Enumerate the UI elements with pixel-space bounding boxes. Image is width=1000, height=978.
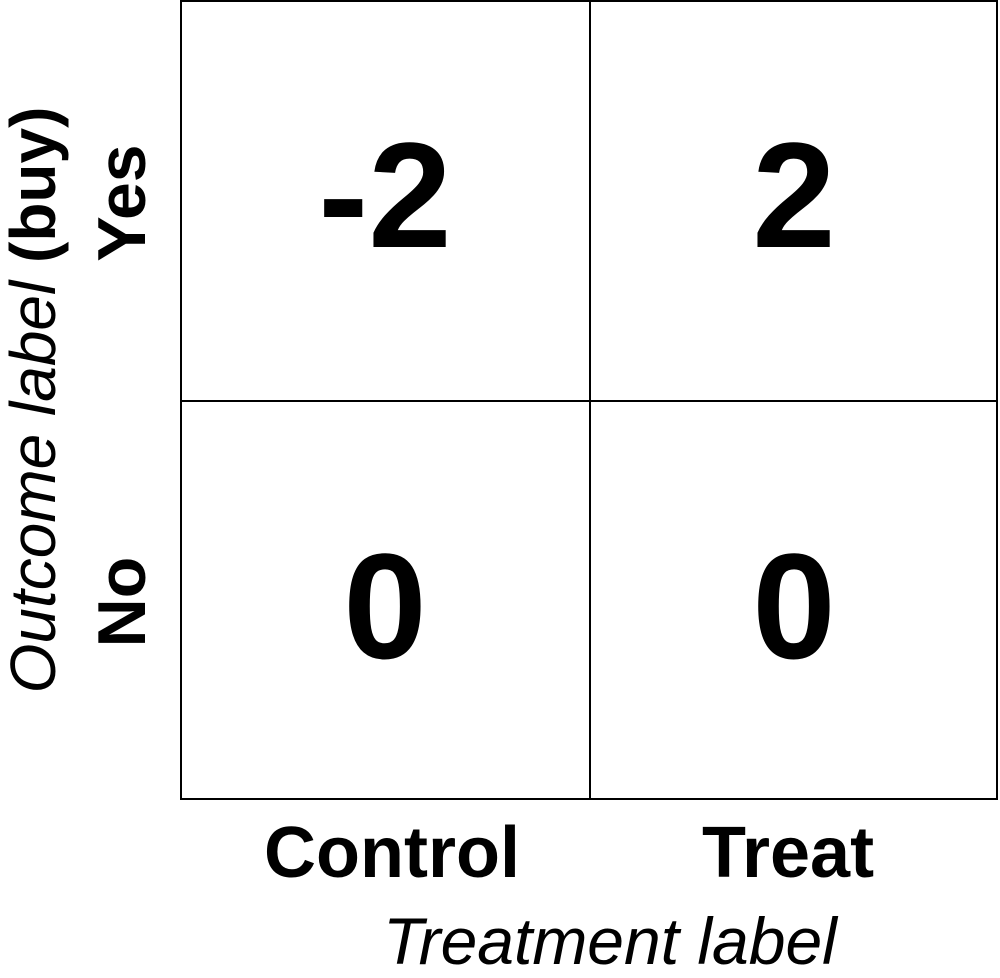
- cell-no-treat: 0: [590, 402, 998, 801]
- column-label-control: Control: [264, 813, 520, 893]
- y-axis-title-main: Outcome label: [0, 280, 69, 694]
- cell-yes-control-value: -2: [318, 110, 452, 279]
- cell-yes-treat: 2: [590, 1, 998, 400]
- cell-no-treat-value: 0: [752, 521, 836, 690]
- row-label-no: No: [84, 556, 160, 648]
- row-label-yes: Yes: [84, 144, 160, 262]
- x-axis-title: Treatment label: [383, 904, 837, 978]
- cell-no-control-value: 0: [343, 521, 427, 690]
- cell-yes-control: -2: [181, 1, 589, 400]
- cell-yes-treat-value: 2: [752, 110, 836, 279]
- matrix-horizontal-divider: [180, 400, 998, 402]
- y-axis-title: Outcome label (buy): [0, 50, 71, 750]
- column-label-treat: Treat: [701, 813, 875, 893]
- y-axis-title-suffix: (buy): [0, 106, 69, 263]
- cell-no-control: 0: [181, 402, 589, 801]
